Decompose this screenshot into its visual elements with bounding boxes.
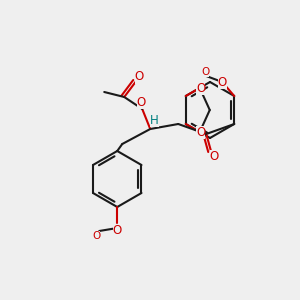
Text: O: O: [196, 125, 206, 139]
Text: O: O: [135, 70, 144, 83]
Text: H: H: [150, 113, 159, 127]
Text: O: O: [210, 149, 219, 163]
Text: O: O: [196, 82, 206, 94]
Text: O: O: [201, 67, 209, 77]
Text: O: O: [136, 95, 146, 109]
Text: O: O: [92, 231, 100, 241]
Text: O: O: [218, 76, 227, 88]
Text: O: O: [112, 224, 122, 236]
